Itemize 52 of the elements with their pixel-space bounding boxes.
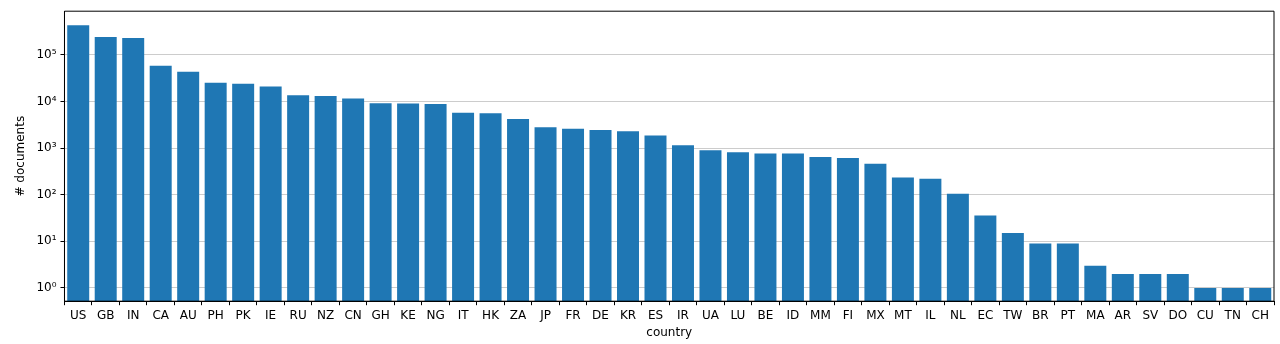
x-tick-label: RU <box>289 307 307 322</box>
x-tick-label: CA <box>152 307 170 322</box>
x-tick-label: NZ <box>317 307 335 322</box>
x-tick-label: KR <box>619 307 637 322</box>
x-tick-label: PT <box>1060 307 1076 322</box>
x-tick-label: AR <box>1114 307 1132 322</box>
x-tick-label: CU <box>1196 307 1214 322</box>
x-tick-label: PK <box>235 307 252 322</box>
x-tick-label: US <box>70 307 87 322</box>
x-tick-label: MM <box>810 307 831 322</box>
y-tick-label: 10⁰ <box>36 280 57 295</box>
x-tick-label: PH <box>207 307 224 322</box>
x-tick-label: HK <box>482 307 501 322</box>
x-tick-label: ID <box>786 307 800 322</box>
x-tick-label: CN <box>344 307 362 322</box>
x-tick-label: IN <box>126 307 140 322</box>
x-tick-label: CH <box>1251 307 1269 322</box>
y-tick-label: 10¹ <box>36 233 57 248</box>
x-tick-label: BE <box>757 307 774 322</box>
x-tick-label: IL <box>925 307 936 322</box>
x-tick-label: FR <box>565 307 581 322</box>
x-tick-label: KE <box>400 307 416 322</box>
x-tick-label: IR <box>677 307 689 322</box>
x-tick-label: BR <box>1032 307 1049 322</box>
x-tick-label: DE <box>592 307 609 322</box>
y-tick-label: 10⁵ <box>36 46 57 61</box>
x-tick-label: TN <box>1223 307 1241 322</box>
x-tick-label: MX <box>866 307 885 322</box>
x-tick-label: IE <box>265 307 277 322</box>
x-tick-label: ZA <box>509 307 528 322</box>
x-tick-label: LU <box>730 307 746 322</box>
x-tick-label: IT <box>457 307 470 322</box>
x-tick-label: EC <box>977 307 994 322</box>
x-tick-label: SV <box>1142 307 1159 322</box>
x-tick-label: MA <box>1086 307 1106 322</box>
x-tick-label: NG <box>426 307 445 322</box>
x-tick-label: GB <box>96 307 115 322</box>
x-tick-label: NL <box>950 307 967 322</box>
x-tick-label: TW <box>1002 307 1023 322</box>
y-tick-label: 10² <box>36 186 57 201</box>
x-tick-label: UA <box>701 307 720 322</box>
x-tick-label: MT <box>894 307 913 322</box>
x-tick-label: AU <box>179 307 197 322</box>
x-tick-label: ES <box>647 307 664 322</box>
x-tick-label: DO <box>1168 307 1188 322</box>
x-axis-title: country <box>646 324 693 339</box>
x-tick-label: JP <box>539 307 551 322</box>
y-axis-title: # documents <box>13 115 28 197</box>
x-tick-label: GH <box>371 307 390 322</box>
y-tick-label: 10³ <box>36 140 57 155</box>
y-tick-label: 10⁴ <box>36 93 57 108</box>
x-tick-label: FI <box>842 307 854 322</box>
